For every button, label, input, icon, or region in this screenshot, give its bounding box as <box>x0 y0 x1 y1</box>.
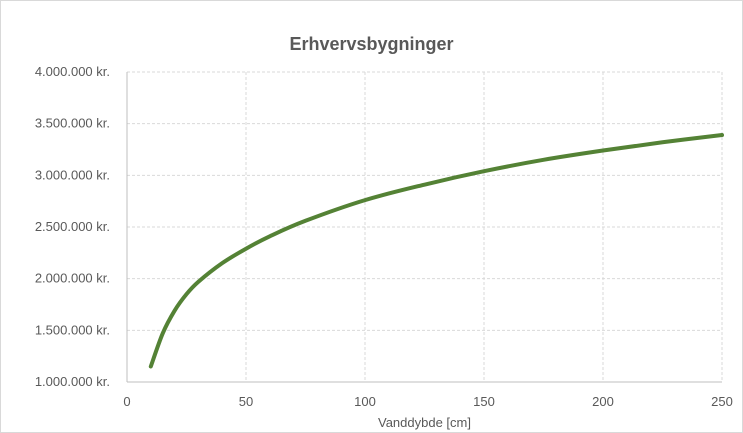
x-tick-label: 50 <box>239 394 253 409</box>
x-tick-label: 100 <box>354 394 376 409</box>
y-tick-label: 4.000.000 kr. <box>35 64 110 79</box>
y-tick-label: 1.000.000 kr. <box>35 374 110 389</box>
x-tick-label: 0 <box>123 394 130 409</box>
chart-title: Erhvervsbygninger <box>289 34 454 54</box>
x-tick-label: 150 <box>473 394 495 409</box>
x-tick-label: 200 <box>592 394 614 409</box>
series-line <box>148 133 724 369</box>
y-tick-label: 2.000.000 kr. <box>35 271 110 286</box>
x-tick-label: 250 <box>711 394 733 409</box>
y-tick-label: 3.000.000 kr. <box>35 167 110 182</box>
x-axis-title: Vanddybde [cm] <box>378 415 471 430</box>
y-tick-label: 3.500.000 kr. <box>35 116 110 131</box>
y-tick-label: 2.500.000 kr. <box>35 219 110 234</box>
y-tick-label: 1.500.000 kr. <box>35 322 110 337</box>
